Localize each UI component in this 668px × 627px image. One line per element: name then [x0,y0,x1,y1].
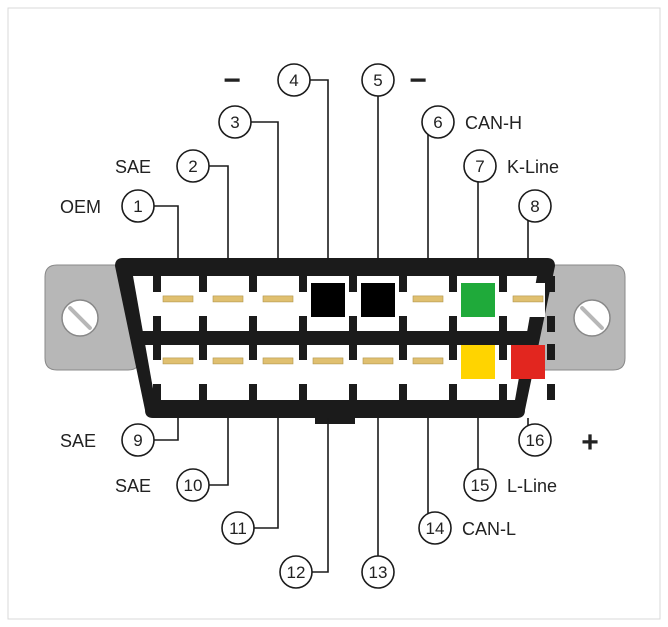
callout-number-9: 9 [133,431,142,450]
pin-4 [311,283,345,317]
pin-3 [261,283,295,317]
pin-2 [211,283,245,317]
plus-icon: + [581,426,599,459]
pin-1 [161,283,195,317]
callout-number-6: 6 [433,113,442,132]
callout-number-4: 4 [289,71,298,90]
minus-icon: − [223,64,241,97]
pin-15 [461,345,495,379]
pin-10 [211,345,245,379]
pin-13 [361,345,395,379]
pin-5 [361,283,395,317]
pin-11 [261,345,295,379]
callout-number-16: 16 [526,431,545,450]
callout-number-11: 11 [229,519,247,538]
callout-number-13: 13 [369,563,388,582]
connector-body [115,258,555,424]
callout-number-1: 1 [133,197,142,216]
callout-number-5: 5 [373,71,382,90]
pin-8 [511,283,545,317]
pin-16 [511,345,545,379]
minus-icon: − [409,64,427,97]
callout-number-12: 12 [287,563,306,582]
pin-14 [411,345,445,379]
pin-label-10: SAE [115,476,151,496]
callout-number-7: 7 [475,157,484,176]
callout-number-3: 3 [230,113,239,132]
pin-label-1: OEM [60,197,101,217]
callout-number-8: 8 [530,197,539,216]
pin-label-9: SAE [60,431,96,451]
pin-label-2: SAE [115,157,151,177]
pin-label-15: L-Line [507,476,557,496]
pin-label-6: CAN-H [465,113,522,133]
pin-9 [161,345,195,379]
pin-label-7: K-Line [507,157,559,177]
obd-pinout-diagram: 1OEM2SAE34−5−6CAN-H7K-Line89SAE10SAE1112… [0,0,668,627]
pin-7 [461,283,495,317]
callout-number-10: 10 [184,476,203,495]
pin-12 [311,345,345,379]
callout-number-14: 14 [426,519,445,538]
callout-number-15: 15 [471,476,490,495]
pin-label-14: CAN-L [462,519,516,539]
pin-6 [411,283,445,317]
callout-number-2: 2 [188,157,197,176]
